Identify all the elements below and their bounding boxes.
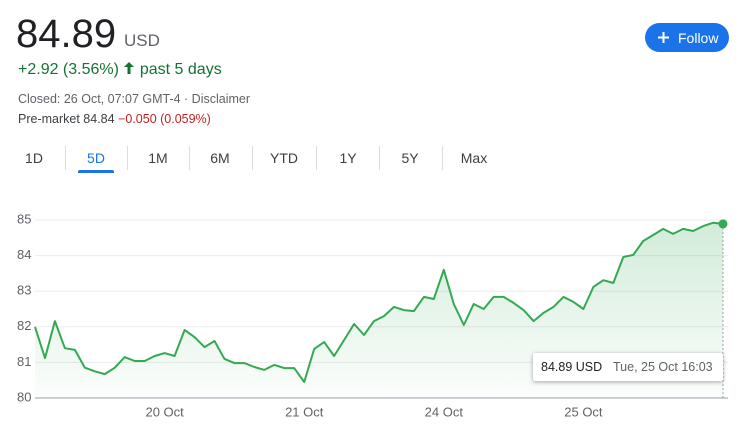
plus-icon xyxy=(658,32,669,43)
price-line xyxy=(34,221,724,383)
tab[interactable]: Max xyxy=(460,150,488,166)
premarket-label: Pre-market 84.84 xyxy=(18,112,115,126)
premarket-change: −0.050 (0.059%) xyxy=(118,112,211,126)
tab[interactable]: 5Y xyxy=(401,150,419,166)
y-tick-label: 80 xyxy=(17,389,31,404)
tab[interactable]: YTD xyxy=(270,150,298,166)
tooltip: 84.89 USD Tue, 25 Oct 16:03 xyxy=(533,353,723,381)
tab-separator xyxy=(316,146,317,170)
follow-button[interactable]: Follow xyxy=(645,23,729,52)
tab[interactable]: 5D xyxy=(87,150,105,166)
premarket: Pre-market 84.84 −0.050 (0.059%) xyxy=(18,112,211,126)
change-period: past 5 days xyxy=(139,61,222,78)
y-tick-label: 83 xyxy=(17,283,31,298)
tab-underline xyxy=(78,170,114,173)
up-arrow xyxy=(124,62,135,74)
change-value: +2.92 (3.56%) xyxy=(18,61,119,78)
change: +2.92 (3.56%) past 5 days xyxy=(18,61,222,79)
tab-separator xyxy=(127,146,128,170)
tooltip-time: Tue, 25 Oct 16:03 xyxy=(613,360,713,374)
y-tick-label: 82 xyxy=(17,318,31,333)
tab-separator xyxy=(189,146,190,170)
y-tick-label: 85 xyxy=(17,211,31,226)
x-tick-label: 21 Oct xyxy=(285,404,324,419)
range-tabs: 1D 5D 1M 6M YTD 1Y 5Y Max xyxy=(0,140,742,176)
closed-info: Closed: 26 Oct, 07:07 GMT-4 · Disclaimer xyxy=(18,92,251,106)
follow-label: Follow xyxy=(678,30,719,46)
tab[interactable]: 6M xyxy=(210,150,230,166)
currency: USD xyxy=(124,31,160,50)
tab-separator xyxy=(65,146,66,170)
y-tick-label: 84 xyxy=(17,247,31,262)
y-tick-label: 81 xyxy=(17,354,31,369)
tab-separator xyxy=(379,146,380,170)
tab-separator xyxy=(442,146,443,170)
tab[interactable]: 1Y xyxy=(339,150,357,166)
price: 84.89 xyxy=(16,12,117,56)
x-tick-label: 25 Oct xyxy=(564,404,603,419)
last-point xyxy=(718,219,728,229)
x-tick-label: 24 Oct xyxy=(425,404,464,419)
tab-separator xyxy=(252,146,253,170)
tab[interactable]: 1M xyxy=(148,150,168,166)
x-tick-label: 20 Oct xyxy=(145,404,184,419)
tab[interactable]: 1D xyxy=(25,150,43,166)
tooltip-value: 84.89 USD xyxy=(541,360,603,374)
